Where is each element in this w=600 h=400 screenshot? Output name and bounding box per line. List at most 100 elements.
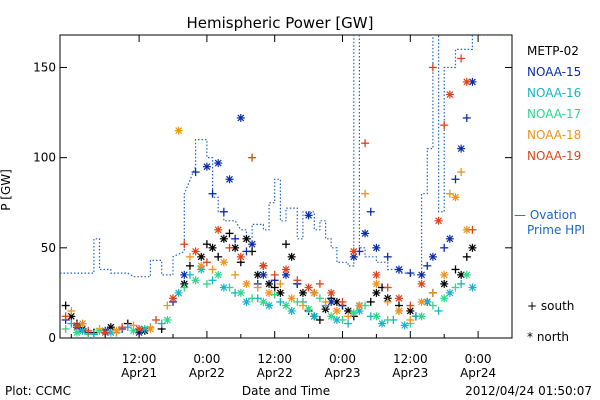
- legend-entry-noaa-15: NOAA-15: [527, 65, 581, 79]
- marker-plus: [208, 189, 217, 198]
- x-tick-date: Apr22: [189, 366, 225, 380]
- marker-star: [417, 270, 426, 279]
- marker-star: [202, 162, 211, 171]
- marker-star: [304, 305, 313, 314]
- x-tick-date: Apr23: [324, 366, 360, 380]
- marker-star: [287, 252, 296, 261]
- y-tick-label: 100: [33, 151, 56, 165]
- marker-plus: [298, 301, 307, 310]
- marker-plus: [61, 312, 70, 321]
- marker-plus: [248, 294, 257, 303]
- marker-star: [72, 328, 81, 337]
- marker-star: [445, 288, 454, 297]
- marker-plus: [214, 252, 223, 261]
- marker-star: [440, 270, 449, 279]
- marker-plus: [152, 315, 161, 324]
- marker-plus: [406, 301, 415, 310]
- series-noaa-18: [67, 126, 471, 335]
- marker-plus: [202, 279, 211, 288]
- marker-star: [174, 126, 183, 135]
- y-axis-label: P [GW]: [0, 169, 13, 211]
- marker-plus: [163, 301, 172, 310]
- marker-star: [423, 297, 432, 306]
- marker-star: [208, 243, 217, 252]
- marker-plus: [67, 306, 76, 315]
- legend-entry-noaa-17: NOAA-17: [527, 107, 581, 121]
- marker-plus: [406, 315, 415, 324]
- marker-plus: [129, 321, 138, 330]
- marker-star: [265, 301, 274, 310]
- y-tick-label: 150: [33, 60, 56, 74]
- marker-plus: [440, 121, 449, 130]
- marker-plus: [61, 324, 70, 333]
- marker-star: [451, 193, 460, 202]
- marker-star: [163, 315, 172, 324]
- marker-plus: [242, 247, 251, 256]
- marker-plus: [157, 319, 166, 328]
- marker-plus: [95, 324, 104, 333]
- marker-star: [445, 90, 454, 99]
- marker-star: [310, 288, 319, 297]
- marker-star: [219, 258, 228, 267]
- marker-star: [197, 252, 206, 261]
- marker-star: [298, 288, 307, 297]
- x-tick-label: 12:00: [122, 352, 157, 366]
- plot-area: [59, 34, 513, 339]
- marker-star: [372, 270, 381, 279]
- marker-plus: [185, 261, 194, 270]
- x-tick-label: 0:00: [329, 352, 356, 366]
- chart-title: Hemispheric Power [GW]: [187, 14, 374, 32]
- legend-entry-noaa-19: NOAA-19: [527, 149, 581, 163]
- marker-star: [332, 306, 341, 315]
- x-axis-label: Date and Time: [242, 384, 330, 398]
- x-tick-date: Apr21: [121, 366, 157, 380]
- marker-plus: [445, 189, 454, 198]
- marker-star: [395, 306, 403, 315]
- marker-plus: [276, 297, 285, 306]
- marker-plus: [344, 319, 353, 328]
- x-tick-date: Apr22: [257, 366, 293, 380]
- marker-star: [327, 312, 336, 321]
- marker-star: [400, 321, 409, 330]
- marker-star: [191, 276, 200, 285]
- marker-star: [265, 279, 274, 288]
- marker-plus: [344, 312, 353, 321]
- marker-plus: [462, 113, 471, 122]
- marker-star: [287, 294, 296, 303]
- marker-plus: [67, 319, 76, 328]
- marker-star: [440, 279, 449, 288]
- marker-plus: [293, 297, 302, 306]
- marker-star: [349, 308, 358, 317]
- marker-plus: [315, 279, 324, 288]
- marker-plus: [208, 276, 217, 285]
- marker-star: [219, 234, 228, 243]
- marker-star: [174, 288, 183, 297]
- y-tick-label: 0: [48, 331, 56, 345]
- marker-plus: [338, 297, 347, 306]
- x-axis: 12:00Apr210:00Apr2212:00Apr220:00Apr2312…: [70, 35, 496, 380]
- marker-plus: [366, 297, 375, 306]
- y-axis: 0 50 100 150: [33, 60, 512, 345]
- marker-plus: [208, 265, 217, 274]
- marker-plus: [225, 229, 234, 238]
- marker-star: [327, 288, 336, 297]
- marker-plus: [276, 279, 285, 288]
- marker-plus: [202, 240, 211, 249]
- marker-plus: [406, 269, 415, 278]
- x-tick-label: 12:00: [393, 352, 428, 366]
- marker-star: [355, 301, 364, 310]
- legend-entry-metp-02: METP-02: [527, 44, 579, 58]
- marker-star: [259, 261, 268, 270]
- marker-plus: [361, 139, 370, 148]
- marker-plus: [366, 207, 375, 216]
- marker-plus: [84, 326, 93, 335]
- marker-star: [417, 297, 426, 306]
- ovation-hpi-line: [60, 35, 512, 278]
- marker-star: [214, 159, 223, 168]
- marker-star: [225, 175, 234, 184]
- marker-plus: [270, 283, 279, 292]
- x-tick-label: 0:00: [465, 352, 492, 366]
- marker-star: [434, 216, 443, 225]
- marker-star: [236, 288, 245, 297]
